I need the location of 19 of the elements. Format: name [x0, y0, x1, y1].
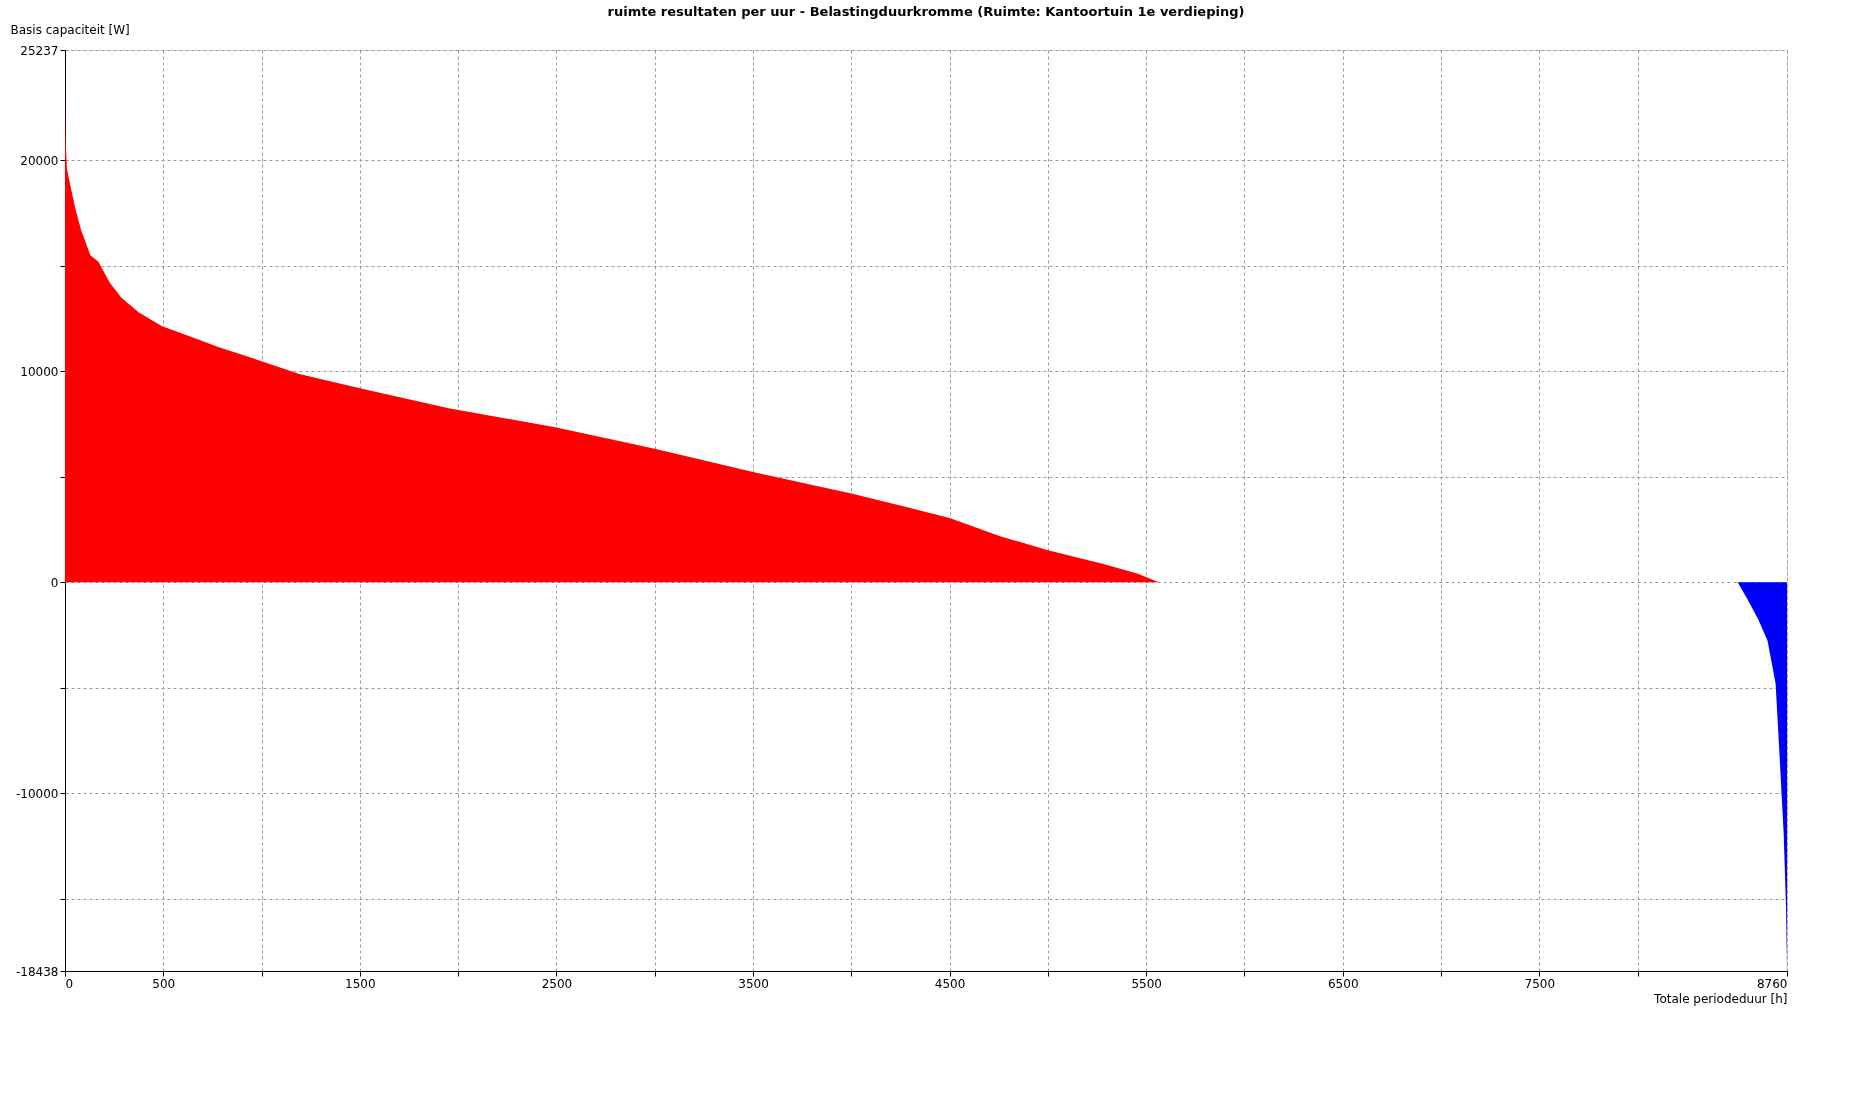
x-tick-label: 8760 [1756, 976, 1788, 991]
chart-title: ruimte resultaten per uur - Belastingduurkromme (Ruimte: Kantoortuin 1e verdieping) [607, 4, 1245, 19]
y-tick-label: -10000 [15, 786, 59, 801]
x-tick-label: 0 [65, 976, 74, 991]
x-tick-label: 500 [152, 976, 176, 991]
x-tick-label: 1500 [345, 976, 376, 991]
x-tick-label: 6500 [1327, 976, 1359, 991]
y-axis-title: Basis capaciteit [W] [10, 22, 130, 37]
y-tick-label: 10000 [20, 364, 59, 379]
x-tick-label: 7500 [1524, 976, 1556, 991]
y-tick-label: 25237 [20, 43, 59, 58]
x-tick-label: 3500 [738, 976, 769, 991]
x-tick-label: 4500 [934, 976, 966, 991]
x-axis-title: Totale periodeduur [h] [1653, 991, 1788, 1006]
x-tick-label: 5500 [1131, 976, 1162, 991]
y-tick-label: 20000 [20, 153, 59, 168]
x-tick-label: 2500 [541, 976, 573, 991]
y-tick-label: -18438 [15, 964, 59, 979]
y-tick-label: 0 [50, 575, 59, 590]
